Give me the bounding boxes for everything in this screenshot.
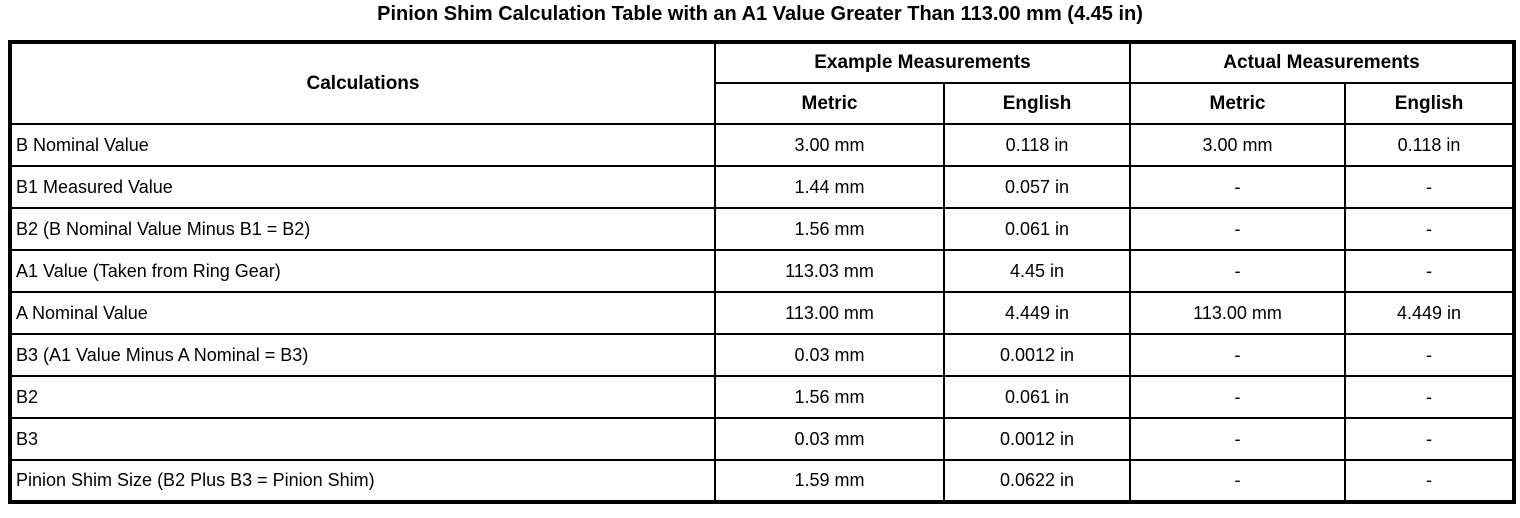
- actual-metric-value: -: [1129, 207, 1346, 251]
- table-row: B2 (B Nominal Value Minus B1 = B2) 1.56 …: [9, 207, 1515, 251]
- header-group-row: Calculations Example Measurements Actual…: [9, 41, 1515, 125]
- actual-metric-value: -: [1129, 417, 1346, 461]
- page-title: Pinion Shim Calculation Table with an A1…: [377, 3, 1143, 25]
- actual-english-value: -: [1344, 165, 1515, 209]
- table-row: B2 1.56 mm 0.061 in - -: [9, 375, 1515, 419]
- calculation-label: Pinion Shim Size (B2 Plus B3 = Pinion Sh…: [9, 459, 716, 503]
- actual-english-value: -: [1344, 207, 1515, 251]
- actual-english-value: -: [1344, 417, 1515, 461]
- col-group-actual-measurements: Actual Measurements: [1129, 41, 1515, 84]
- header-sub-row: Metric English Metric English: [10, 82, 1515, 125]
- actual-english-value: 0.118 in: [1344, 123, 1515, 167]
- table-row: B1 Measured Value 1.44 mm 0.057 in - -: [9, 165, 1515, 209]
- actual-metric-value: -: [1129, 333, 1346, 377]
- col-header-calculations: Calculations: [9, 41, 716, 125]
- calculation-label: B1 Measured Value: [9, 165, 716, 209]
- example-english-value: 0.0622 in: [943, 459, 1131, 503]
- example-metric-value: 0.03 mm: [714, 333, 945, 377]
- col-group-example-measurements: Example Measurements: [714, 41, 1131, 84]
- example-english-value: 0.118 in: [943, 123, 1131, 167]
- table-row: B3 (A1 Value Minus A Nominal = B3) 0.03 …: [9, 333, 1515, 377]
- calculation-label: B2 (B Nominal Value Minus B1 = B2): [9, 207, 716, 251]
- actual-english-value: -: [1344, 375, 1515, 419]
- actual-english-value: -: [1344, 459, 1515, 503]
- calculation-label: B Nominal Value: [9, 123, 716, 167]
- calculation-label: A Nominal Value: [9, 291, 716, 335]
- table-row: B Nominal Value 3.00 mm 0.118 in 3.00 mm…: [9, 123, 1515, 167]
- pinion-shim-calculation-table: Calculations Example Measurements Actual…: [8, 40, 1516, 504]
- example-metric-value: 113.03 mm: [714, 249, 945, 293]
- actual-metric-value: -: [1129, 165, 1346, 209]
- example-english-value: 0.057 in: [943, 165, 1131, 209]
- table-body: B Nominal Value 3.00 mm 0.118 in 3.00 mm…: [9, 123, 1515, 503]
- actual-english-value: 4.449 in: [1344, 291, 1515, 335]
- example-metric-value: 3.00 mm: [714, 123, 945, 167]
- example-metric-value: 0.03 mm: [714, 417, 945, 461]
- calculation-label: A1 Value (Taken from Ring Gear): [9, 249, 716, 293]
- col-header-actual-metric: Metric: [1129, 82, 1346, 125]
- calculation-label: B3: [9, 417, 716, 461]
- example-metric-value: 113.00 mm: [714, 291, 945, 335]
- example-metric-value: 1.56 mm: [714, 375, 945, 419]
- actual-metric-value: -: [1129, 249, 1346, 293]
- example-metric-value: 1.56 mm: [714, 207, 945, 251]
- calculation-label: B2: [9, 375, 716, 419]
- actual-metric-value: -: [1129, 459, 1346, 503]
- calculation-label: B3 (A1 Value Minus A Nominal = B3): [9, 333, 716, 377]
- table-row: A1 Value (Taken from Ring Gear) 113.03 m…: [9, 249, 1515, 293]
- example-english-value: 0.0012 in: [943, 417, 1131, 461]
- table-row: Pinion Shim Size (B2 Plus B3 = Pinion Sh…: [9, 459, 1515, 503]
- example-english-value: 0.0012 in: [943, 333, 1131, 377]
- example-english-value: 0.061 in: [943, 375, 1131, 419]
- table-row: B3 0.03 mm 0.0012 in - -: [9, 417, 1515, 461]
- col-header-example-english: English: [943, 82, 1131, 125]
- actual-metric-value: 113.00 mm: [1129, 291, 1346, 335]
- example-english-value: 0.061 in: [943, 207, 1131, 251]
- col-header-example-metric: Metric: [714, 82, 945, 125]
- actual-metric-value: 3.00 mm: [1129, 123, 1346, 167]
- actual-english-value: -: [1344, 249, 1515, 293]
- table-header: Calculations Example Measurements Actual…: [9, 41, 1515, 125]
- example-english-value: 4.449 in: [943, 291, 1131, 335]
- example-english-value: 4.45 in: [943, 249, 1131, 293]
- example-metric-value: 1.59 mm: [714, 459, 945, 503]
- actual-metric-value: -: [1129, 375, 1346, 419]
- col-header-actual-english: English: [1344, 82, 1515, 125]
- actual-english-value: -: [1344, 333, 1515, 377]
- table-row: A Nominal Value 113.00 mm 4.449 in 113.0…: [9, 291, 1515, 335]
- example-metric-value: 1.44 mm: [714, 165, 945, 209]
